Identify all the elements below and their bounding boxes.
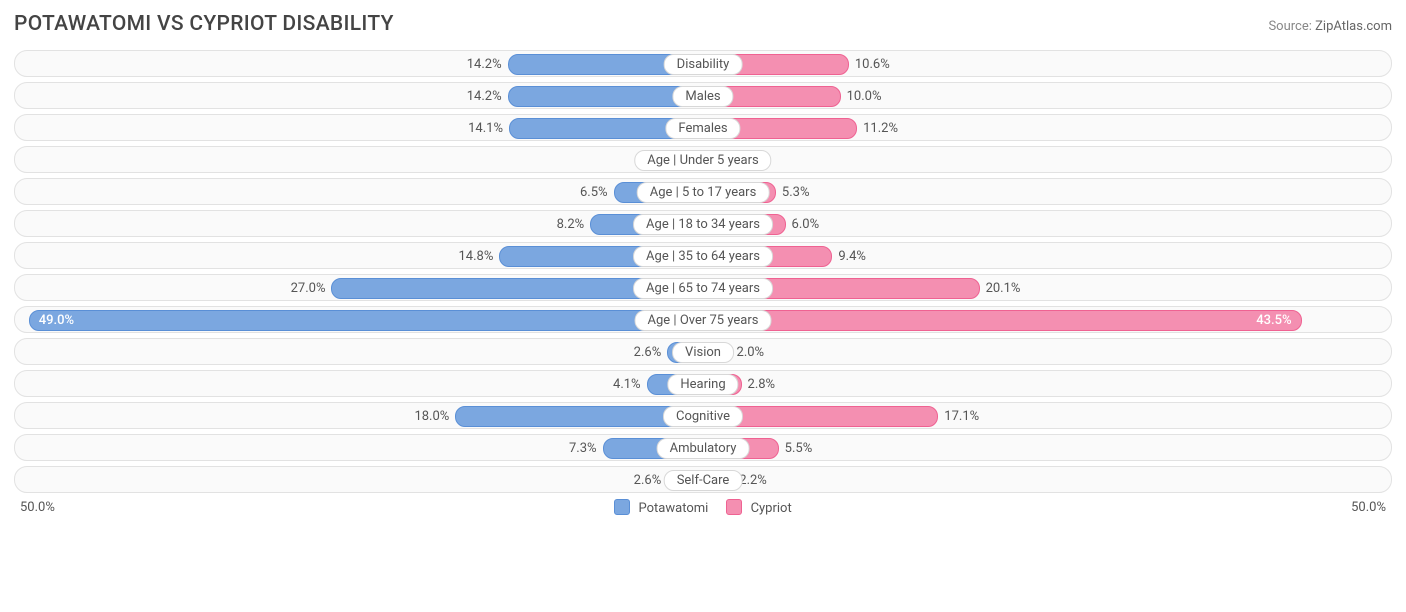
value-left: 4.1% [613,371,641,397]
legend-item-right: Cypriot [726,499,791,516]
category-label: Disability [664,54,743,75]
axis-left-max: 50.0% [20,500,55,515]
category-label: Self-Care [664,470,743,491]
category-label: Age | 5 to 17 years [637,182,770,203]
chart-row: 2.6% 2.2%Self-Care [14,466,1392,493]
category-label: Ambulatory [657,438,750,459]
value-right: 17.1% [944,403,979,429]
category-label: Cognitive [663,406,743,427]
axis-right-max: 50.0% [1351,500,1386,515]
value-left: 6.5% [580,179,608,205]
category-label: Age | Over 75 years [635,310,772,331]
source-label: Source: [1268,19,1311,34]
legend-label-right: Cypriot [751,501,792,516]
diverging-bar-chart: 14.2% 10.6% Disability 14.2% 10.0% Males 14.1%… [14,50,1392,493]
value-right: 2.8% [748,371,776,397]
chart-row: 1.4%1.3%Age | Under 5 years [14,146,1392,173]
chart-row: 2.6% 2.0%Vision [14,338,1392,365]
value-right: 5.5% [785,435,813,461]
chart-row: 6.5% 5.3% Age | 5 to 17 years [14,178,1392,205]
bar-left [29,310,703,331]
chart-row: 27.0% 20.1% Age | 65 to 74 years [14,274,1392,301]
category-label: Age | 65 to 74 years [633,278,773,299]
legend-swatch-right [726,499,742,515]
value-right: 2.0% [737,339,765,365]
value-right: 11.2% [863,115,898,141]
value-left: 7.3% [569,435,597,461]
category-label: Males [672,86,733,107]
value-left: 14.2% [467,83,502,109]
source-value: ZipAtlas.com [1315,19,1392,34]
chart-row: 49.0% 43.5% Age | Over 75 years [14,306,1392,333]
chart-row: 18.0% 17.1% Cognitive [14,402,1392,429]
chart-row: 14.2% 10.6% Disability [14,50,1392,77]
value-left: 8.2% [557,211,585,237]
value-left: 14.2% [467,51,502,77]
value-left: 2.6% [634,467,662,493]
value-left: 2.6% [634,339,662,365]
value-left: 14.1% [468,115,503,141]
value-left: 27.0% [291,275,326,301]
category-label: Females [665,118,740,139]
value-right: 43.5% [1246,307,1301,333]
category-label: Age | 35 to 64 years [633,246,773,267]
value-right: 20.1% [986,275,1021,301]
legend-label-left: Potawatomi [639,501,709,516]
bar-right [703,310,1302,331]
legend-swatch-left [614,499,630,515]
value-left: 18.0% [414,403,449,429]
value-right: 9.4% [838,243,866,269]
chart-row: 14.2% 10.0% Males [14,82,1392,109]
category-label: Hearing [667,374,738,395]
chart-title: POTAWATOMI VS CYPRIOT DISABILITY [14,12,394,36]
source-credit: Source: ZipAtlas.com [1268,19,1392,34]
value-right: 10.6% [855,51,890,77]
value-right: 6.0% [792,211,820,237]
category-label: Age | Under 5 years [634,150,771,171]
legend: Potawatomi Cypriot [614,499,791,516]
value-left: 14.8% [458,243,493,269]
category-label: Vision [672,342,734,363]
chart-row: 7.3% 5.5% Ambulatory [14,434,1392,461]
legend-item-left: Potawatomi [614,499,708,516]
category-label: Age | 18 to 34 years [633,214,773,235]
chart-row: 4.1% 2.8% Hearing [14,370,1392,397]
value-right: 5.3% [782,179,810,205]
value-left: 49.0% [29,307,84,333]
chart-row: 8.2% 6.0% Age | 18 to 34 years [14,210,1392,237]
value-right: 10.0% [847,83,882,109]
axis-row: 50.0% Potawatomi Cypriot 50.0% [14,499,1392,516]
chart-row: 14.8% 9.4% Age | 35 to 64 years [14,242,1392,269]
value-right: 2.2% [739,467,767,493]
chart-row: 14.1% 11.2% Females [14,114,1392,141]
